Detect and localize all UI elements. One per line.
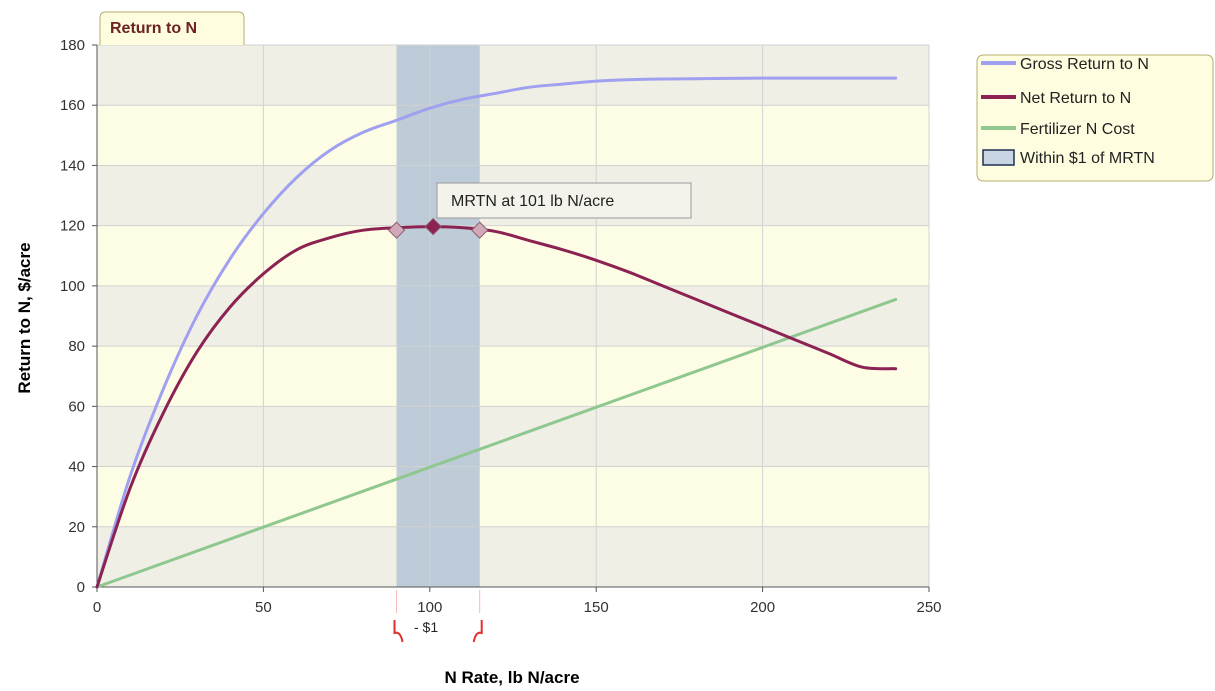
y-tick-label: 100 — [60, 278, 85, 295]
range-bracket-left — [393, 620, 404, 643]
series-line-fertilizer-cost — [95, 297, 898, 589]
dollar-range-label: - $1 — [414, 619, 438, 635]
mrtn-band-rect — [396, 45, 480, 587]
legend: Gross Return to N Net Return to N Fertil… — [976, 54, 1214, 182]
mrtn-range-band — [396, 45, 480, 587]
range-bracket-right — [472, 620, 483, 643]
y-tick-label: 80 — [68, 338, 85, 355]
x-axis-title: N Rate, lb N/acre — [444, 668, 579, 687]
x-tick-label: 50 — [255, 599, 272, 616]
legend-label-fertilizer-cost: Fertilizer N Cost — [1020, 121, 1135, 138]
x-tick-label: 100 — [417, 599, 442, 616]
plot-band-stripe — [97, 526, 929, 587]
legend-label-gross-return: Gross Return to N — [1020, 56, 1149, 73]
plot-band-stripe — [97, 105, 929, 166]
y-tick-label: 40 — [68, 459, 85, 476]
y-tick-label: 60 — [68, 398, 85, 415]
legend-swatch-mrtn-band — [982, 149, 1015, 166]
chart-title: Return to N — [110, 20, 197, 37]
dollar-range-bracket: - $1 — [393, 590, 483, 643]
mrtn-annotation-text: MRTN at 101 lb N/acre — [451, 193, 614, 210]
plot-background — [97, 45, 929, 587]
y-tick-label: 160 — [60, 97, 85, 114]
legend-label-net-return: Net Return to N — [1020, 90, 1131, 107]
series-line-gross-return — [95, 76, 898, 589]
y-tick-label: 0 — [77, 579, 85, 596]
y-tick-label: 140 — [60, 157, 85, 174]
x-tick-label: 200 — [750, 599, 775, 616]
y-axis-title: Return to N, $/acre — [15, 242, 34, 393]
range-end-marker — [387, 221, 406, 239]
legend-label-mrtn-band: Within $1 of MRTN — [1020, 150, 1155, 167]
mrtn-annotation: MRTN at 101 lb N/acre — [436, 182, 692, 219]
axes: 0 20 40 60 80 100 120 140 160 180 0 50 100 150 200 250 — [60, 37, 942, 616]
y-tick-label: 20 — [68, 519, 85, 536]
range-end-marker — [471, 221, 489, 239]
x-tick-label: 150 — [584, 599, 609, 616]
y-tick-label: 120 — [60, 218, 85, 235]
plot-band-stripe — [97, 346, 929, 407]
mrtn-marker — [424, 217, 442, 236]
plot-band-stripe — [97, 466, 929, 527]
y-tick-label: 180 — [60, 37, 85, 54]
mrtn-markers — [387, 217, 489, 239]
x-tick-label: 0 — [93, 599, 101, 616]
x-tick-label: 250 — [916, 599, 941, 616]
chart-title-tab: Return to N — [99, 11, 245, 45]
plot-band-stripe — [97, 45, 929, 106]
